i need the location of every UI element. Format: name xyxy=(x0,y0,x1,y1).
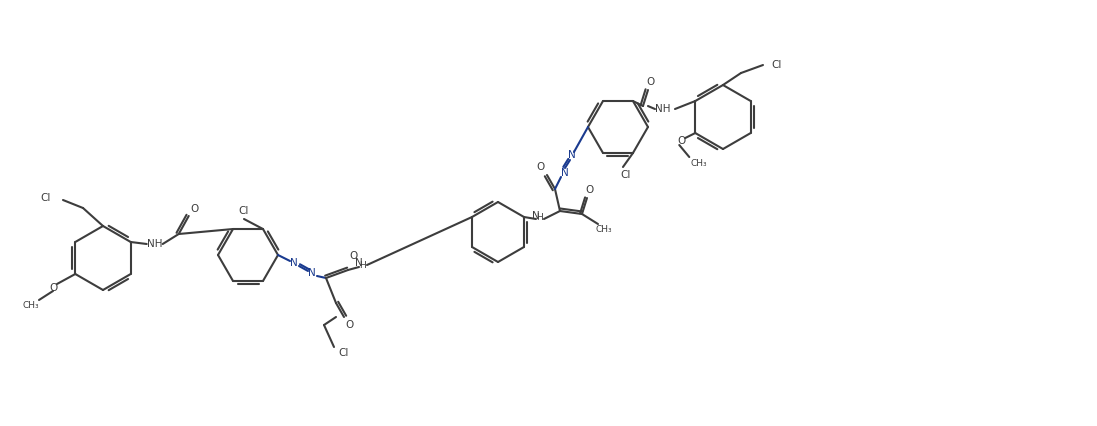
Text: CH₃: CH₃ xyxy=(23,300,39,310)
Text: CH₃: CH₃ xyxy=(596,225,612,234)
Text: N: N xyxy=(532,211,540,221)
Text: N: N xyxy=(355,258,363,268)
Text: O: O xyxy=(49,283,57,293)
Text: O: O xyxy=(191,204,199,214)
Text: H: H xyxy=(536,213,543,222)
Text: NH: NH xyxy=(655,104,670,114)
Text: N: N xyxy=(561,168,569,178)
Text: N: N xyxy=(290,258,298,268)
Text: H: H xyxy=(360,261,366,270)
Text: O: O xyxy=(677,136,686,146)
Text: O: O xyxy=(350,251,358,261)
Text: NH: NH xyxy=(147,239,162,249)
Text: N: N xyxy=(568,150,576,160)
Text: Cl: Cl xyxy=(239,206,249,216)
Text: O: O xyxy=(536,162,545,172)
Text: N: N xyxy=(308,268,316,278)
Text: Cl: Cl xyxy=(41,193,50,203)
Text: CH₃: CH₃ xyxy=(691,158,708,167)
Text: O: O xyxy=(586,185,595,195)
Text: O: O xyxy=(346,320,354,330)
Text: O: O xyxy=(647,77,655,87)
Text: Cl: Cl xyxy=(339,348,349,358)
Text: Cl: Cl xyxy=(772,60,782,70)
Text: Cl: Cl xyxy=(621,170,631,180)
